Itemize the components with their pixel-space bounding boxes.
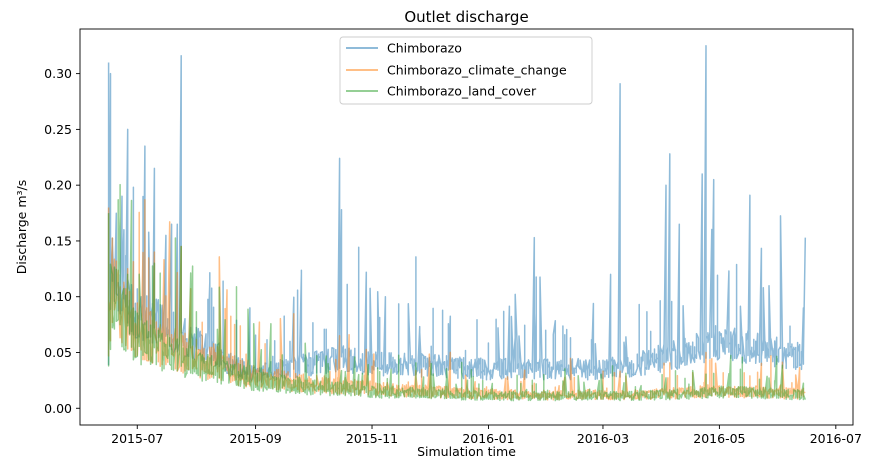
legend-label-chimborazo: Chimborazo bbox=[387, 41, 462, 56]
x-axis-label: Simulation time bbox=[417, 444, 516, 459]
chart-title: Outlet discharge bbox=[404, 8, 528, 26]
y-tick-label: 0.25 bbox=[44, 122, 72, 137]
x-tick-label: 2015-07 bbox=[111, 431, 163, 446]
legend-label-land-cover: Chimborazo_land_cover bbox=[387, 84, 537, 99]
x-tick-label: 2016-03 bbox=[577, 431, 629, 446]
x-tick-label: 2016-07 bbox=[810, 431, 862, 446]
x-tick-label: 2015-09 bbox=[229, 431, 281, 446]
legend: Chimborazo Chimborazo_climate_change Chi… bbox=[339, 36, 593, 105]
y-tick-label: 0.10 bbox=[44, 289, 72, 304]
series-layer bbox=[107, 44, 807, 402]
y-axis: 0.00 0.05 0.10 0.15 0.20 0.25 0.30 bbox=[44, 66, 80, 416]
y-tick-label: 0.05 bbox=[44, 345, 72, 360]
x-tick-label: 2016-01 bbox=[462, 431, 514, 446]
series-line bbox=[107, 183, 807, 402]
legend-box bbox=[339, 36, 593, 105]
x-axis: 2015-07 2015-09 2015-11 2016-01 2016-03 2016-… bbox=[111, 425, 862, 446]
y-tick-label: 0.20 bbox=[44, 178, 72, 193]
legend-label-climate-change: Chimborazo_climate_change bbox=[387, 63, 567, 78]
y-tick-label: 0.15 bbox=[44, 233, 72, 248]
plot-frame bbox=[79, 28, 854, 426]
y-axis-label: Discharge m³/s bbox=[14, 180, 29, 275]
x-tick-label: 2015-11 bbox=[346, 431, 398, 446]
y-tick-label: 0.30 bbox=[44, 66, 72, 81]
y-tick-label: 0.00 bbox=[44, 401, 72, 416]
x-tick-label: 2016-05 bbox=[693, 431, 745, 446]
